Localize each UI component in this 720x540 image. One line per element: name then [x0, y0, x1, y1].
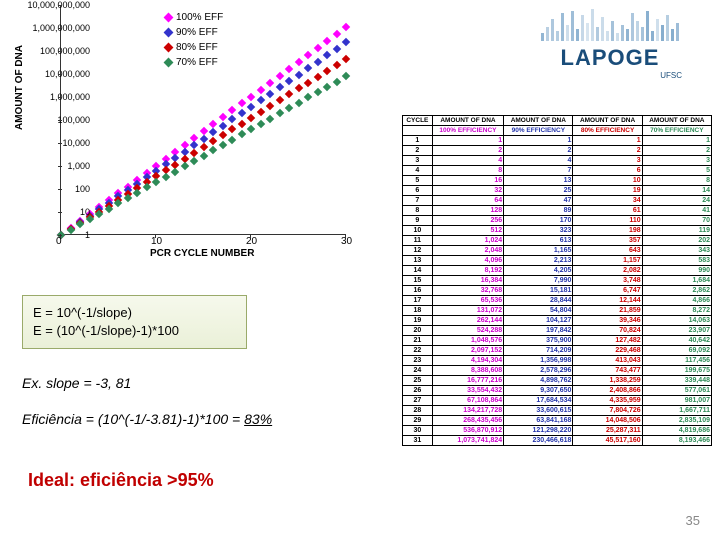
legend-item: 80% EFF: [165, 40, 223, 55]
legend-item: 70% EFF: [165, 55, 223, 70]
logo-bars-graphic: [530, 5, 690, 41]
formula-box: E = 10^(-1/slope) E = (10^(-1/slope)-1)*…: [22, 295, 247, 349]
xtick-label: 20: [246, 236, 257, 247]
ytick-label: 10,000,000,000: [10, 0, 90, 10]
ytick-label: 1: [10, 230, 90, 240]
example-efficiency: Eficiência = (10^(-1/-3.81)-1)*100 = 83%: [22, 406, 272, 432]
legend-item: 100% EFF: [165, 10, 223, 25]
ytick-label: 1,000: [10, 161, 90, 171]
ytick-label: 10,000: [10, 138, 90, 148]
ideal-efficiency-text: Ideal: eficiência >95%: [28, 470, 214, 491]
xtick-label: 10: [151, 236, 162, 247]
lapoge-logo: LAPOGE UFSC: [530, 5, 690, 105]
page-number: 35: [686, 513, 700, 528]
efficiency-table: CYCLEAMOUNT OF DNAAMOUNT OF DNAAMOUNT OF…: [402, 115, 712, 446]
chart-legend: 100% EFF90% EFF80% EFF70% EFF: [165, 10, 223, 70]
ytick-label: 100,000: [10, 115, 90, 125]
ytick-label: 1,000,000: [10, 92, 90, 102]
ytick-label: 100: [10, 184, 90, 194]
legend-item: 90% EFF: [165, 25, 223, 40]
logo-subtitle: UFSC: [530, 71, 690, 80]
chart-x-axis-label: PCR CYCLE NUMBER: [150, 248, 254, 259]
formula-line-1: E = 10^(-1/slope): [33, 304, 236, 322]
ytick-label: 10: [10, 207, 90, 217]
example-calculation: Ex. slope = -3, 81 Eficiência = (10^(-1/…: [22, 370, 272, 432]
xtick-label: 30: [341, 236, 352, 247]
ytick-label: 100,000,000: [10, 46, 90, 56]
ytick-label: 10,000,000: [10, 69, 90, 79]
ytick-label: 1,000,000,000: [10, 23, 90, 33]
formula-line-2: E = (10^(-1/slope)-1)*100: [33, 322, 236, 340]
example-slope: Ex. slope = -3, 81: [22, 370, 272, 396]
pcr-chart: AMOUNT OF DNA PCR CYCLE NUMBER 100% EFF9…: [10, 0, 380, 265]
logo-text: LAPOGE: [530, 45, 690, 71]
